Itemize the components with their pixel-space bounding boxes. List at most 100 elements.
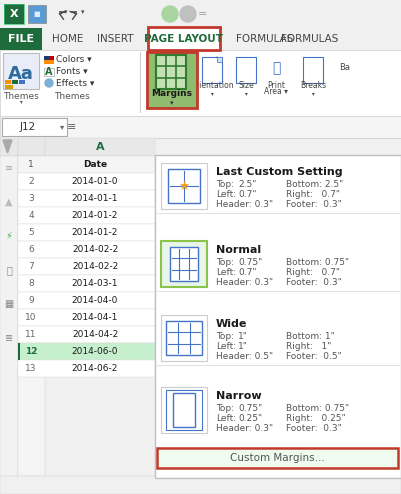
Text: ⬜: ⬜	[6, 265, 12, 275]
Text: Themes: Themes	[3, 91, 39, 100]
Text: ▾: ▾	[60, 123, 64, 131]
Text: Date: Date	[83, 160, 107, 169]
Text: Footer:  0.3": Footer: 0.3"	[286, 278, 342, 287]
Text: 6: 6	[28, 245, 34, 254]
Text: Footer:  0.3": Footer: 0.3"	[286, 200, 342, 209]
FancyBboxPatch shape	[49, 56, 54, 60]
Text: 13: 13	[25, 364, 37, 373]
Text: Right:   1": Right: 1"	[286, 342, 331, 351]
Text: Bottom: 2.5": Bottom: 2.5"	[286, 180, 343, 189]
FancyBboxPatch shape	[5, 80, 11, 84]
FancyBboxPatch shape	[0, 156, 18, 476]
Text: 1": 1"	[238, 342, 248, 351]
Text: 8: 8	[28, 279, 34, 288]
FancyBboxPatch shape	[18, 258, 155, 275]
Text: Top:: Top:	[216, 180, 234, 189]
Text: 11: 11	[25, 330, 37, 339]
Text: Footer:  0.3": Footer: 0.3"	[286, 424, 342, 433]
Text: ▾: ▾	[81, 9, 85, 15]
FancyBboxPatch shape	[28, 5, 46, 23]
FancyBboxPatch shape	[18, 343, 20, 360]
Text: ▲: ▲	[5, 197, 13, 207]
Text: Left:: Left:	[216, 268, 236, 277]
FancyBboxPatch shape	[161, 315, 207, 361]
Text: 2014-01-1: 2014-01-1	[72, 194, 118, 203]
Text: Left:: Left:	[216, 342, 236, 351]
Text: Header: 0.3": Header: 0.3"	[216, 278, 273, 287]
FancyBboxPatch shape	[18, 224, 155, 241]
Text: Area ▾: Area ▾	[264, 87, 288, 96]
Text: A: A	[96, 142, 104, 152]
Text: 12: 12	[25, 347, 37, 356]
Text: Bottom: 0.75": Bottom: 0.75"	[286, 258, 349, 267]
Text: Colors ▾: Colors ▾	[56, 55, 91, 65]
FancyBboxPatch shape	[166, 321, 202, 355]
Text: 2014-01-2: 2014-01-2	[72, 211, 118, 220]
FancyBboxPatch shape	[44, 56, 54, 64]
Text: Margins: Margins	[152, 88, 192, 97]
Text: Bottom: 1": Bottom: 1"	[286, 332, 335, 341]
Text: ▾: ▾	[312, 91, 314, 96]
Text: 🖨: 🖨	[272, 61, 280, 75]
FancyBboxPatch shape	[18, 207, 155, 224]
Text: 2014-03-1: 2014-03-1	[72, 279, 118, 288]
Text: =: =	[198, 9, 207, 19]
Text: Effects ▾: Effects ▾	[56, 79, 94, 87]
Text: 2014-01-2: 2014-01-2	[72, 228, 118, 237]
Text: Last Custom Setting: Last Custom Setting	[216, 167, 342, 177]
Text: Header: 0.3": Header: 0.3"	[216, 424, 273, 433]
FancyBboxPatch shape	[168, 169, 200, 203]
Text: 5: 5	[28, 228, 34, 237]
Text: 1: 1	[28, 160, 34, 169]
FancyBboxPatch shape	[19, 80, 25, 84]
FancyBboxPatch shape	[303, 57, 323, 83]
FancyBboxPatch shape	[170, 247, 198, 281]
FancyBboxPatch shape	[18, 156, 155, 173]
Text: ▾: ▾	[20, 99, 22, 105]
Text: 2: 2	[28, 177, 34, 186]
Text: Orientation: Orientation	[190, 82, 234, 90]
Text: ▾: ▾	[211, 91, 213, 96]
Text: 2014-04-2: 2014-04-2	[72, 330, 118, 339]
Text: FORMULAS: FORMULAS	[236, 34, 294, 44]
FancyBboxPatch shape	[0, 476, 401, 494]
Text: 2014-02-2: 2014-02-2	[72, 262, 118, 271]
Text: Aa: Aa	[8, 65, 34, 83]
FancyBboxPatch shape	[18, 326, 155, 343]
Text: Fonts ▾: Fonts ▾	[56, 68, 88, 77]
Text: Normal: Normal	[216, 245, 261, 255]
Text: INSERT: INSERT	[97, 34, 133, 44]
Text: 0.7": 0.7"	[238, 268, 257, 277]
FancyBboxPatch shape	[236, 57, 256, 83]
Text: Right:   0.7": Right: 0.7"	[286, 268, 340, 277]
FancyBboxPatch shape	[18, 309, 155, 326]
Text: Left:: Left:	[216, 414, 236, 423]
Text: ≣: ≣	[5, 333, 13, 343]
Text: ▦: ▦	[4, 299, 14, 309]
FancyBboxPatch shape	[18, 156, 45, 476]
Text: PAGE LAYOUT: PAGE LAYOUT	[144, 34, 223, 44]
Text: ≡: ≡	[67, 122, 77, 132]
FancyBboxPatch shape	[18, 173, 155, 190]
Text: ▾: ▾	[170, 100, 174, 106]
FancyBboxPatch shape	[0, 138, 401, 156]
Text: Breaks: Breaks	[300, 82, 326, 90]
FancyBboxPatch shape	[0, 0, 401, 28]
FancyBboxPatch shape	[0, 116, 401, 138]
Text: ▾: ▾	[245, 91, 247, 96]
Text: 2014-06-2: 2014-06-2	[72, 364, 118, 373]
Text: 7: 7	[28, 262, 34, 271]
FancyBboxPatch shape	[161, 387, 207, 433]
Text: FILE: FILE	[8, 34, 34, 44]
FancyBboxPatch shape	[18, 138, 45, 156]
Text: Ba: Ba	[340, 64, 350, 73]
Text: 2014-04-1: 2014-04-1	[72, 313, 118, 322]
Text: Custom Margins...: Custom Margins...	[230, 453, 324, 463]
FancyBboxPatch shape	[18, 190, 155, 207]
FancyBboxPatch shape	[0, 50, 401, 116]
Text: 4: 4	[28, 211, 34, 220]
Text: 2.5": 2.5"	[238, 180, 256, 189]
Text: ≡: ≡	[5, 163, 13, 173]
Text: ★: ★	[178, 179, 190, 193]
Text: ▾: ▾	[64, 9, 68, 15]
